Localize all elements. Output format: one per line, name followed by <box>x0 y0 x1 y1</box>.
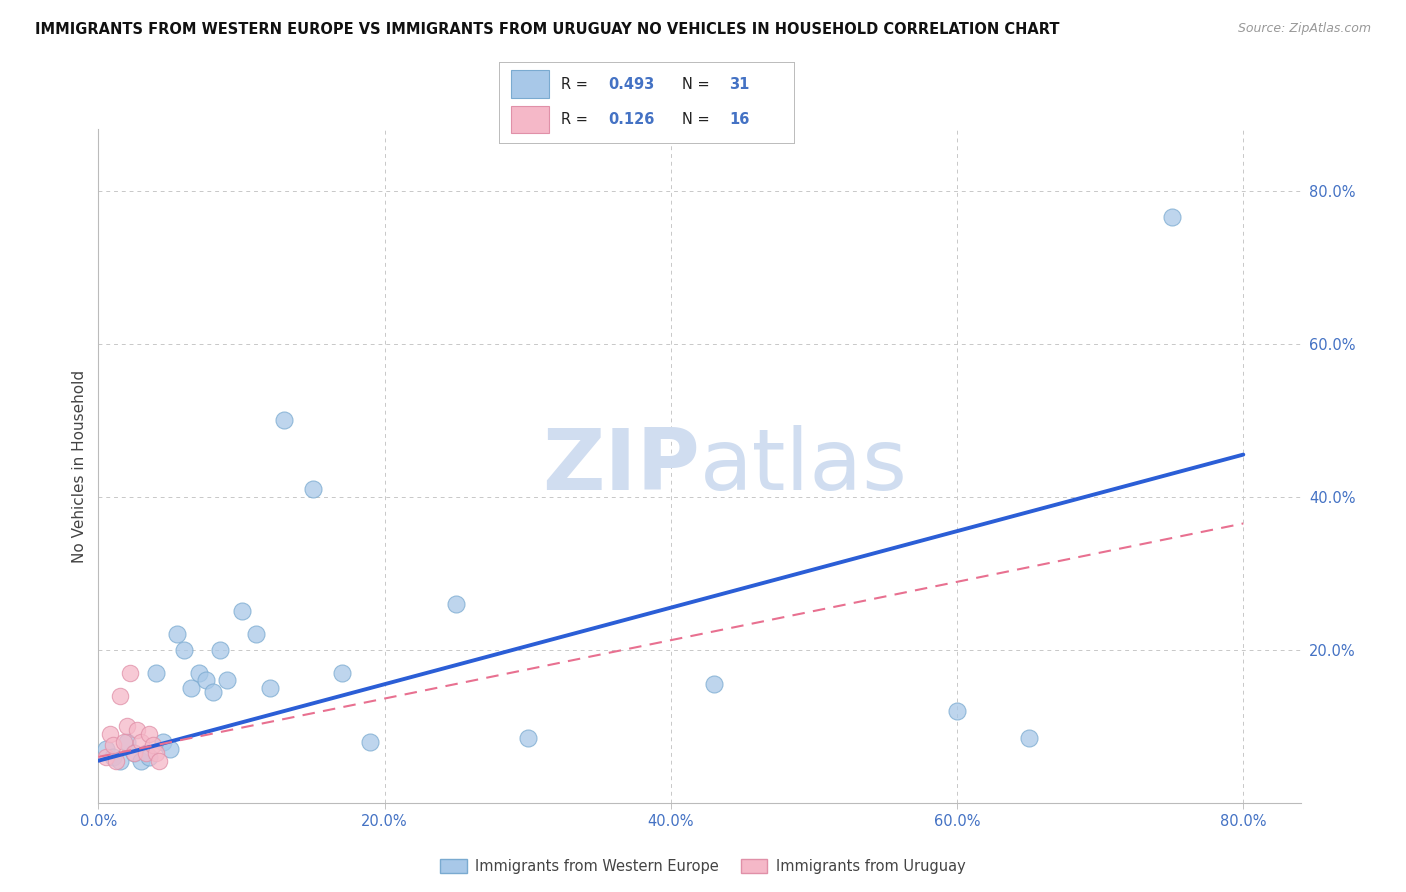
Point <box>946 704 969 718</box>
Text: Source: ZipAtlas.com: Source: ZipAtlas.com <box>1237 22 1371 36</box>
Point <box>444 597 467 611</box>
Text: N =: N = <box>682 112 710 127</box>
Y-axis label: No Vehicles in Household: No Vehicles in Household <box>72 369 87 563</box>
Point <box>94 742 117 756</box>
Text: atlas: atlas <box>700 425 907 508</box>
Point <box>145 746 167 760</box>
Text: R =: R = <box>561 77 588 92</box>
Point <box>104 754 127 768</box>
Bar <box>510 70 550 98</box>
Point <box>259 681 281 695</box>
Text: 0.493: 0.493 <box>609 77 655 92</box>
Point <box>122 746 145 760</box>
Text: 16: 16 <box>730 112 749 127</box>
Text: R =: R = <box>561 112 588 127</box>
Point <box>173 642 195 657</box>
Point <box>94 750 117 764</box>
Point <box>118 665 141 680</box>
Point <box>138 727 160 741</box>
Point <box>187 665 209 680</box>
Point <box>159 742 181 756</box>
Point <box>131 734 153 748</box>
Point <box>131 754 153 768</box>
Point <box>245 627 267 641</box>
Point <box>217 673 239 688</box>
Point <box>125 723 148 737</box>
Point <box>108 689 131 703</box>
Point <box>122 746 145 760</box>
Text: 0.126: 0.126 <box>609 112 655 127</box>
Point <box>142 739 165 753</box>
Point <box>359 734 381 748</box>
Point <box>145 665 167 680</box>
Point <box>703 677 725 691</box>
Point <box>180 681 202 695</box>
Text: ZIP: ZIP <box>541 425 700 508</box>
Point <box>209 642 232 657</box>
Point <box>273 413 295 427</box>
Text: 31: 31 <box>730 77 749 92</box>
Point <box>135 746 157 760</box>
Point <box>115 719 138 733</box>
Point <box>166 627 188 641</box>
Point <box>330 665 353 680</box>
Point <box>98 727 121 741</box>
Point <box>201 685 224 699</box>
Text: N =: N = <box>682 77 710 92</box>
Point <box>101 739 124 753</box>
Bar <box>510 106 550 133</box>
Point <box>108 754 131 768</box>
Point <box>231 605 253 619</box>
Point <box>516 731 538 745</box>
Legend: Immigrants from Western Europe, Immigrants from Uruguay: Immigrants from Western Europe, Immigran… <box>434 854 972 880</box>
Point <box>112 734 135 748</box>
Text: IMMIGRANTS FROM WESTERN EUROPE VS IMMIGRANTS FROM URUGUAY NO VEHICLES IN HOUSEHO: IMMIGRANTS FROM WESTERN EUROPE VS IMMIGR… <box>35 22 1060 37</box>
Point <box>194 673 217 688</box>
Point <box>101 750 124 764</box>
Point <box>152 734 174 748</box>
Point <box>302 482 325 496</box>
Point <box>1018 731 1040 745</box>
Point <box>115 734 138 748</box>
Point <box>1160 211 1182 225</box>
Point <box>138 750 160 764</box>
Point <box>148 754 170 768</box>
